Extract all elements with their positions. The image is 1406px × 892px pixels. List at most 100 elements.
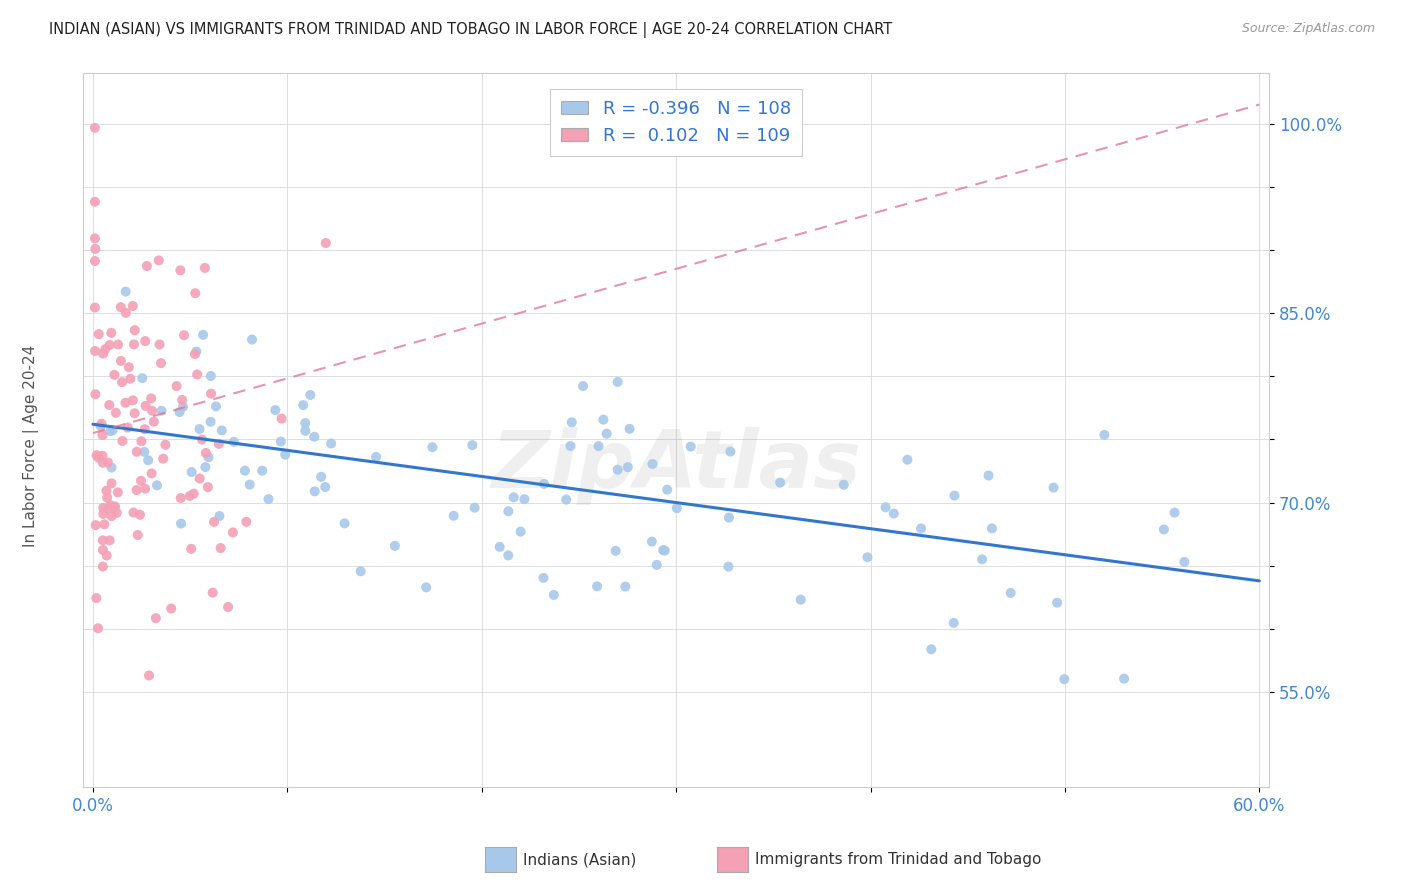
Point <box>91 456 114 470</box>
Point <box>605 543 627 558</box>
Point <box>533 477 555 491</box>
Point <box>264 403 287 417</box>
Point <box>1053 672 1076 686</box>
Point <box>509 524 531 539</box>
Point <box>87 621 110 635</box>
Point <box>136 453 159 467</box>
Point <box>422 440 444 454</box>
Point <box>200 415 222 429</box>
Point <box>415 580 437 594</box>
Point <box>135 259 157 273</box>
Point <box>84 387 107 401</box>
Point <box>201 585 224 599</box>
Point <box>617 460 640 475</box>
Point <box>90 417 112 431</box>
Point <box>98 338 121 352</box>
Text: INDIAN (ASIAN) VS IMMIGRANTS FROM TRINIDAD AND TOBAGO IN LABOR FORCE | AGE 20-24: INDIAN (ASIAN) VS IMMIGRANTS FROM TRINID… <box>49 22 893 38</box>
Point <box>257 492 280 507</box>
Point <box>875 500 897 515</box>
Point <box>169 263 191 277</box>
Text: Indians (Asian): Indians (Asian) <box>523 853 637 867</box>
Point <box>141 467 163 481</box>
Point <box>595 426 617 441</box>
Point <box>84 343 107 358</box>
Point <box>97 501 120 516</box>
Point <box>110 354 132 368</box>
Point <box>665 501 688 516</box>
Point <box>240 333 263 347</box>
Point <box>110 300 132 314</box>
Point <box>217 599 239 614</box>
Point <box>105 506 128 520</box>
Point <box>718 444 741 458</box>
Point <box>333 516 356 531</box>
Point <box>122 506 145 520</box>
Point <box>790 592 813 607</box>
Point <box>194 260 217 275</box>
Point <box>202 515 225 529</box>
Point <box>86 448 108 462</box>
Point <box>717 559 740 574</box>
Point <box>304 484 326 499</box>
Point <box>152 451 174 466</box>
Point <box>364 450 387 464</box>
Point <box>645 558 668 572</box>
Point <box>972 552 994 566</box>
Point <box>896 452 918 467</box>
Point <box>209 541 232 555</box>
Point <box>125 483 148 497</box>
Point <box>1042 481 1064 495</box>
Point <box>124 406 146 420</box>
Point <box>769 475 792 490</box>
Point <box>315 235 337 250</box>
Point <box>1112 672 1135 686</box>
Point <box>657 483 679 497</box>
Point <box>84 231 107 245</box>
Point <box>125 444 148 458</box>
Point <box>84 242 107 256</box>
Point <box>502 491 524 505</box>
Text: ZipAtlas: ZipAtlas <box>491 426 860 505</box>
Point <box>533 571 555 585</box>
Point <box>124 323 146 337</box>
Point <box>239 477 262 491</box>
Point <box>186 344 208 359</box>
Point <box>321 436 343 450</box>
Point <box>91 507 114 521</box>
Point <box>1163 506 1185 520</box>
Point <box>150 356 173 370</box>
Point <box>294 416 316 430</box>
Point <box>588 439 610 453</box>
Point <box>121 299 143 313</box>
Point <box>91 500 114 515</box>
Point <box>211 424 233 438</box>
Point <box>614 580 637 594</box>
Point <box>134 422 156 436</box>
Point <box>717 510 740 524</box>
Point <box>90 419 112 434</box>
Point <box>114 306 136 320</box>
Point <box>84 120 107 135</box>
Point <box>1153 523 1175 537</box>
Point <box>87 450 110 465</box>
Point <box>194 460 217 475</box>
Point <box>104 500 127 514</box>
Point <box>150 403 173 417</box>
Point <box>191 327 214 342</box>
Point <box>186 368 208 382</box>
Point <box>84 254 107 268</box>
Point <box>96 491 118 505</box>
Point <box>111 375 134 389</box>
Point <box>149 337 172 351</box>
Point <box>134 445 156 459</box>
Point <box>122 337 145 351</box>
Point <box>943 489 966 503</box>
Point <box>188 471 211 485</box>
Text: Source: ZipAtlas.com: Source: ZipAtlas.com <box>1241 22 1375 36</box>
Point <box>920 642 942 657</box>
Point <box>121 393 143 408</box>
Point <box>1173 555 1195 569</box>
Point <box>141 403 163 417</box>
Point <box>222 434 245 449</box>
Point <box>131 434 153 449</box>
